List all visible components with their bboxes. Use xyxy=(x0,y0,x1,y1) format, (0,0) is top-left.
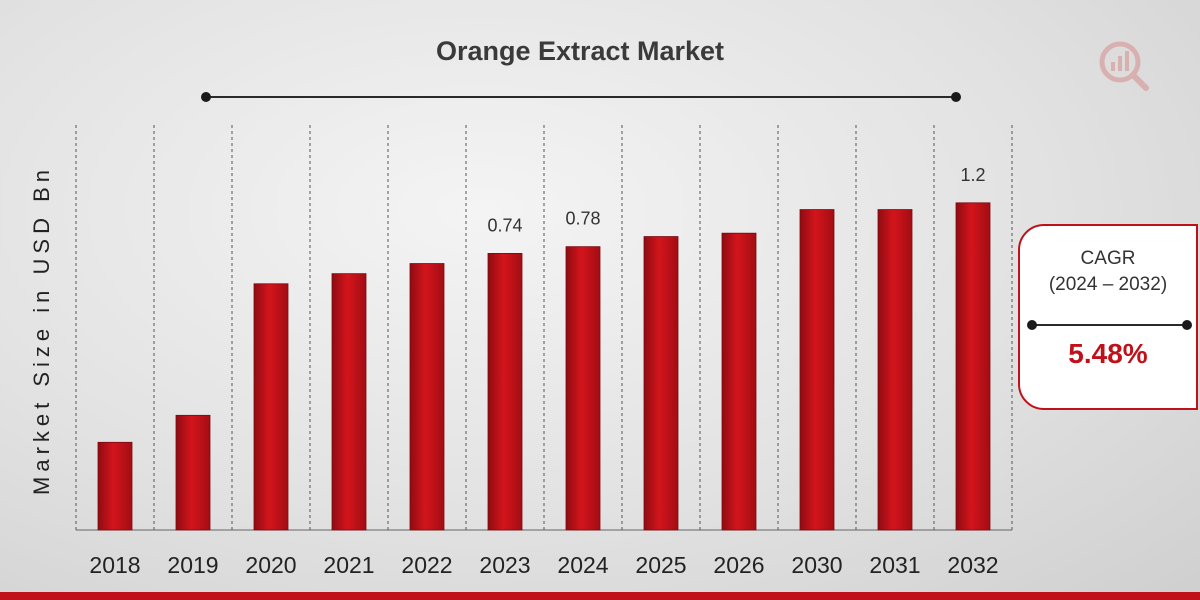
cagr-divider-right-dot xyxy=(1182,320,1192,330)
bar-2021 xyxy=(331,273,367,531)
x-tick-2026: 2026 xyxy=(713,552,764,578)
chart-title: Orange Extract Market xyxy=(435,36,725,66)
chart-magnifier-logo-icon xyxy=(1099,41,1149,91)
bar-2023 xyxy=(487,253,523,531)
cagr-period: (2024 – 2032) xyxy=(1048,274,1168,295)
bar-2030 xyxy=(799,209,835,531)
x-tick-2031: 2031 xyxy=(869,552,920,578)
x-tick-2018: 2018 xyxy=(89,552,140,578)
bottom-accent-bar xyxy=(0,592,1200,600)
title-rule-right-dot xyxy=(951,92,961,102)
x-tick-2025: 2025 xyxy=(635,552,686,578)
cagr-divider-left-dot xyxy=(1027,320,1037,330)
data-label-2032: 1.2 xyxy=(960,165,985,185)
x-tick-2024: 2024 xyxy=(557,552,608,578)
bar-2024 xyxy=(565,246,601,531)
x-tick-2022: 2022 xyxy=(401,552,452,578)
data-label-2023: 0.74 xyxy=(487,215,522,235)
bar-2032 xyxy=(955,202,991,531)
x-tick-2020: 2020 xyxy=(245,552,296,578)
bar-2026 xyxy=(721,232,757,531)
bar-2025 xyxy=(643,236,679,531)
x-tick-2030: 2030 xyxy=(791,552,842,578)
title-rule-left-dot xyxy=(201,92,211,102)
bar-2018 xyxy=(97,441,133,531)
cagr-divider xyxy=(1032,324,1186,326)
title-underline xyxy=(206,96,956,98)
cagr-label: CAGR xyxy=(1080,248,1136,269)
bar-2031 xyxy=(877,209,913,531)
x-tick-2032: 2032 xyxy=(947,552,998,578)
x-tick-2019: 2019 xyxy=(167,552,218,578)
x-tick-2021: 2021 xyxy=(323,552,374,578)
bar-2019 xyxy=(175,414,211,531)
bar-2020 xyxy=(253,283,289,531)
data-label-2024: 0.78 xyxy=(565,209,600,229)
x-tick-2023: 2023 xyxy=(479,552,530,578)
cagr-callout: CAGR (2024 – 2032) 5.48% xyxy=(1018,224,1198,410)
cagr-value: 5.48% xyxy=(1068,338,1148,369)
bar-2022 xyxy=(409,263,445,531)
